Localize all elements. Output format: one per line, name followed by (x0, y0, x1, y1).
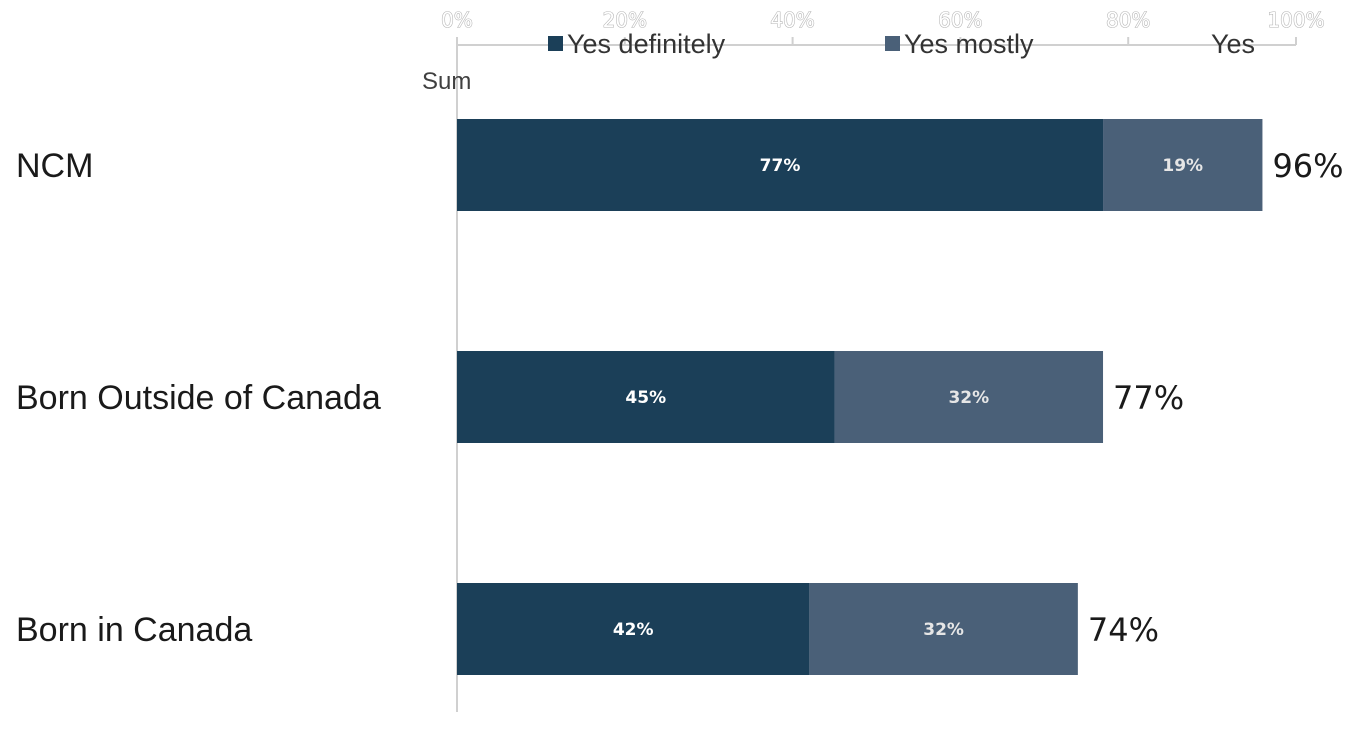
category-label: Born Outside of Canada (16, 379, 381, 417)
x-tick-label: 40% (770, 8, 814, 32)
legend-entry-total-continued: Sum (422, 68, 471, 95)
bars: 77% 19% 96% 45% 32% 77% 42% 32% 74% (457, 119, 1344, 675)
x-tick-label: 0% (441, 8, 473, 32)
x-axis: 0% 20% 40% 60% 80% 100% (441, 7, 1325, 712)
total-data-label: 77% (1113, 379, 1184, 417)
bar-segment (834, 351, 1104, 443)
bar-segment (1103, 119, 1263, 211)
bar-data-label: 77% (760, 156, 801, 176)
legend: Yes definitely Yes mostly Yes Sum (422, 29, 1255, 95)
bar-segment (809, 583, 1078, 675)
category-labels: NCM Born Outside of Canada Born in Canada (16, 147, 381, 649)
bar-data-label: 32% (948, 388, 989, 408)
total-data-label: 74% (1088, 611, 1159, 649)
legend-swatch (548, 36, 563, 51)
x-tick-label: 100% (1267, 8, 1324, 32)
bar-data-label: 42% (613, 620, 654, 640)
bar-data-label: 45% (625, 388, 666, 408)
category-label: Born in Canada (16, 611, 252, 649)
x-tick-label: 60% (938, 8, 982, 32)
x-tick-label: 80% (1106, 8, 1150, 32)
legend-entry-total: Yes (1211, 29, 1255, 59)
x-tick-label: 20% (603, 8, 647, 32)
legend-entry: Yes definitely (567, 29, 726, 59)
bar-segment (457, 583, 810, 675)
bar-segment (457, 351, 835, 443)
legend-swatch (885, 36, 900, 51)
total-data-label: 96% (1272, 147, 1343, 185)
bar-data-label: 32% (923, 620, 964, 640)
bar-data-label: 19% (1162, 156, 1203, 176)
category-label: NCM (16, 147, 93, 185)
bar-segment (457, 119, 1104, 211)
legend-entry: Yes mostly (904, 29, 1034, 59)
